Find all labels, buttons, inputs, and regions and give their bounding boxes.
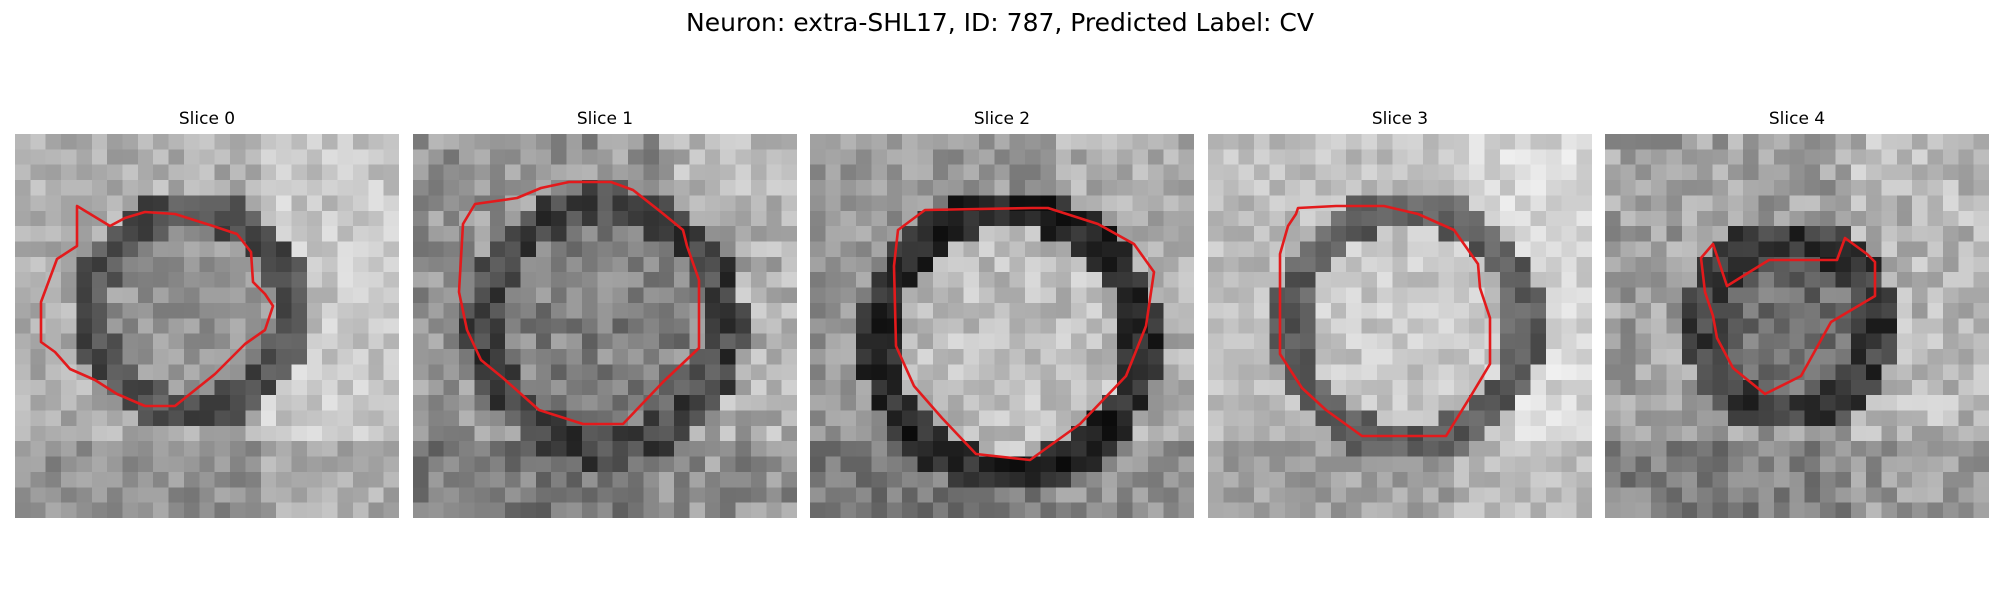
segmentation-contour	[892, 206, 1156, 462]
slice-title-0: Slice 0	[178, 109, 236, 129]
slice-panel-2: Slice 2	[810, 108, 1194, 518]
figure-title: Neuron: extra-SHL17, ID: 787, Predicted …	[686, 8, 1314, 37]
slice-panel-1: Slice 1	[413, 108, 797, 518]
pixel-grid	[413, 134, 797, 518]
segmentation-contour	[1278, 204, 1492, 438]
slice-image-1	[413, 134, 797, 518]
slice-image-4	[1605, 134, 1989, 518]
pixel-grid	[1208, 134, 1592, 518]
segmentation-contour	[1699, 236, 1877, 396]
segmentation-contour	[457, 180, 701, 426]
slice-image-3	[1208, 134, 1592, 518]
slice-title-3: Slice 3	[1371, 109, 1429, 129]
slice-title-2: Slice 2	[973, 109, 1031, 129]
slice-image-2	[810, 134, 1194, 518]
pixel-grid	[15, 134, 399, 518]
slice-panel-4: Slice 4	[1605, 108, 1989, 518]
pixel-grid	[1605, 134, 1989, 518]
segmentation-contour	[39, 204, 275, 408]
slice-title-1: Slice 1	[576, 109, 634, 129]
slice-panel-0: Slice 0	[15, 108, 399, 518]
pixel-grid	[810, 134, 1194, 518]
slice-title-4: Slice 4	[1768, 109, 1826, 129]
slice-panel-3: Slice 3	[1208, 108, 1592, 518]
slice-image-0	[15, 134, 399, 518]
